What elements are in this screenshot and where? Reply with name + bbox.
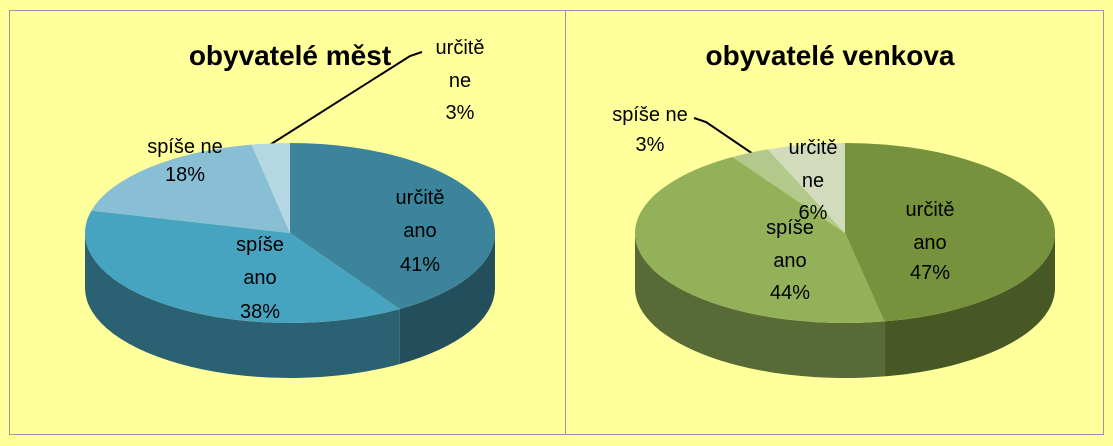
pie-slice [767,143,845,233]
pie-slice [732,149,845,233]
leader-line [267,51,423,147]
pie-side [399,233,495,364]
slice-label: určitě ne [788,137,838,192]
slice-value: 47% [909,262,951,284]
slice-value: 6% [798,202,828,224]
slice-label: určitě ne [435,37,485,92]
slice-label: spíše ne [147,136,223,158]
pie-side [884,233,1055,377]
pie-side [84,233,400,378]
pie-slice [634,157,885,323]
pie-slice [290,143,495,309]
slice-label: určitě ano [905,199,955,254]
slice-value: 3% [635,134,665,156]
slice-value: 44% [769,282,811,304]
slice-value: 38% [239,301,281,323]
pie-slice [85,210,400,323]
pie-side [635,233,885,378]
slice-label: spíše ne [612,104,688,126]
chart-title: obyvatelé venkova [705,40,955,71]
pie-slice [845,143,1056,322]
slice-value: 3% [445,102,475,124]
leader-line [693,117,757,157]
slice-label: spíše ano [236,234,284,289]
pie-slice [91,144,290,233]
slice-label: určitě ano [395,187,445,242]
chart-title: obyvatelé měst [188,40,392,71]
slice-value: 41% [399,254,441,276]
pie-slice [251,143,290,233]
slice-label: spíše ano [766,217,814,272]
panel [565,10,1104,435]
slice-value: 18% [164,164,206,186]
